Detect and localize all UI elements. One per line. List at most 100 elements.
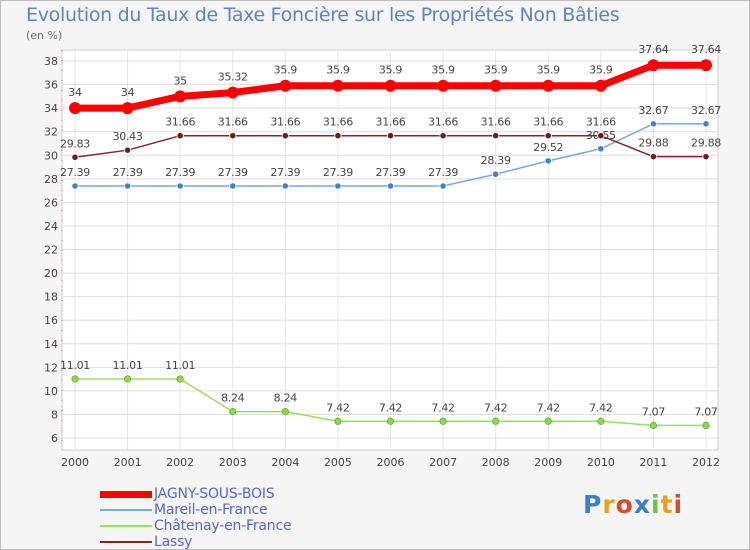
y-tick-label: 28	[44, 173, 58, 186]
data-point	[386, 182, 395, 190]
legend-label: Lassy	[154, 534, 193, 550]
data-label: 29.52	[533, 141, 563, 154]
logo-letter: r	[602, 490, 616, 519]
data-label: 35.9	[379, 64, 403, 77]
data-point	[71, 153, 79, 161]
data-label: 35.32	[218, 71, 248, 84]
x-tick-label: 2001	[114, 456, 142, 469]
data-label: 27.39	[218, 166, 248, 179]
data-label: 29.83	[60, 137, 90, 150]
data-label: 37.64	[638, 43, 668, 56]
data-label: 34	[68, 86, 82, 99]
data-point	[123, 146, 132, 154]
data-label: 11.01	[165, 359, 195, 372]
data-point	[384, 79, 397, 92]
data-point	[334, 417, 342, 425]
data-point	[702, 153, 710, 161]
y-axis-unit: (en %)	[26, 29, 63, 42]
data-label: 28.39	[481, 154, 511, 167]
data-point	[386, 132, 395, 140]
data-label: 35.9	[274, 64, 298, 77]
data-label: 27.39	[60, 166, 90, 179]
data-point	[334, 132, 342, 140]
legend-item-lassy: Lassy	[100, 534, 291, 550]
data-point	[71, 182, 79, 190]
x-tick-label: 2007	[429, 456, 457, 469]
data-label: 8.24	[221, 392, 245, 405]
data-point	[229, 408, 237, 416]
legend-item-chatenay: Châtenay-en-France	[100, 518, 292, 534]
y-tick-label: 36	[44, 79, 58, 92]
data-point	[492, 132, 500, 140]
data-point	[69, 102, 81, 115]
x-tick-label: 2012	[692, 456, 720, 469]
data-label: 27.39	[113, 166, 143, 179]
data-label: 11.01	[113, 359, 143, 372]
x-tick-label: 2005	[324, 456, 352, 469]
data-label: 31.66	[323, 116, 353, 129]
y-tick-label: 10	[44, 385, 58, 398]
legend: JAGNY-SOUS-BOIS Mareil-en-France Châtena…	[100, 486, 292, 550]
data-point	[647, 59, 660, 72]
data-point	[594, 79, 607, 92]
y-tick-label: 34	[44, 102, 58, 115]
data-label: 7.42	[431, 401, 454, 414]
data-point	[176, 132, 184, 140]
proxiti-logo: Proxiti	[583, 490, 683, 519]
data-point	[123, 375, 132, 383]
data-point	[702, 120, 710, 128]
data-point	[281, 408, 289, 416]
data-label: 31.66	[270, 116, 300, 129]
data-label: 7.07	[694, 405, 718, 418]
y-tick-label: 16	[44, 314, 58, 327]
data-label: 7.07	[642, 405, 666, 418]
x-tick-label: 2009	[534, 456, 562, 469]
data-point	[176, 375, 184, 383]
data-point	[334, 182, 342, 190]
data-point	[121, 102, 134, 115]
data-label: 31.66	[165, 116, 195, 129]
data-label: 27.39	[165, 166, 195, 179]
data-point	[226, 86, 239, 99]
data-label: 35.9	[484, 64, 508, 77]
logo-letter: x	[633, 490, 651, 519]
data-point	[492, 417, 500, 425]
data-label: 35.9	[326, 64, 350, 77]
legend-label: Mareil-en-France	[154, 502, 268, 518]
data-point	[597, 145, 605, 153]
y-tick-label: 38	[44, 55, 58, 68]
data-point	[597, 132, 605, 140]
y-tick-label: 14	[44, 338, 58, 351]
data-point	[542, 79, 555, 92]
data-label: 34	[121, 86, 135, 99]
data-label: 35	[173, 74, 187, 87]
legend-item-mareil: Mareil-en-France	[100, 502, 291, 518]
data-point	[439, 182, 447, 190]
data-point	[279, 79, 292, 92]
data-point	[702, 421, 710, 429]
data-point	[700, 59, 712, 72]
legend-label: Châtenay-en-France	[154, 518, 292, 534]
data-label: 7.42	[589, 401, 612, 414]
data-point	[439, 132, 447, 140]
data-label: 27.39	[428, 166, 458, 179]
data-point	[229, 132, 237, 140]
data-point	[331, 79, 344, 92]
data-label: 35.9	[589, 64, 613, 77]
x-tick-label: 2003	[219, 456, 247, 469]
data-point	[439, 417, 447, 425]
data-label: 7.42	[326, 401, 349, 414]
data-point	[229, 182, 237, 190]
data-point	[597, 417, 605, 425]
data-point	[281, 182, 289, 190]
data-point	[437, 79, 450, 92]
data-label: 27.39	[323, 166, 353, 179]
data-point	[544, 157, 552, 165]
data-point	[71, 375, 79, 383]
data-label: 32.67	[691, 104, 721, 117]
data-label: 31.66	[586, 116, 616, 129]
data-label: 30.43	[113, 130, 143, 143]
legend-swatch	[100, 509, 152, 511]
x-tick-label: 2000	[61, 456, 89, 469]
